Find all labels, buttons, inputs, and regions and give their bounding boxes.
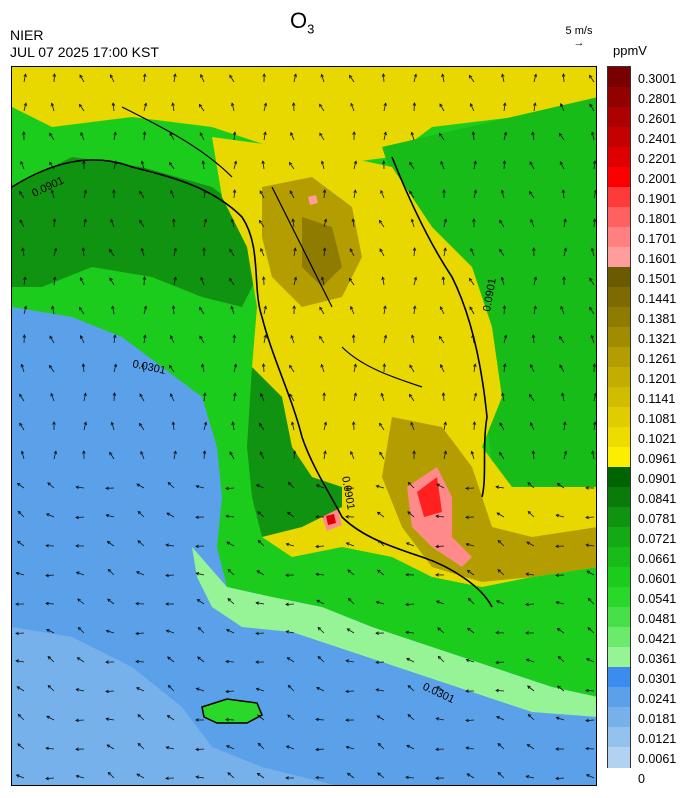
colorbar-segment — [608, 467, 630, 488]
colorbar-tick-label: 0.1081 — [638, 412, 676, 426]
colorbar-tick-label: 0.1701 — [638, 232, 676, 246]
colorbar-segment — [608, 287, 630, 308]
colorbar-tick-label: 0.1321 — [638, 332, 676, 346]
colorbar-segment — [608, 247, 630, 268]
colorbar-segment — [608, 427, 630, 448]
colorbar-segment — [608, 127, 630, 148]
colorbar-tick-label: 0.1801 — [638, 212, 676, 226]
colorbar-tick-label: 0.1381 — [638, 312, 676, 326]
colorbar-segment — [608, 527, 630, 548]
colorbar-segment — [608, 107, 630, 128]
unit-label: ppmV — [613, 43, 647, 58]
colorbar-segment — [608, 267, 630, 288]
colorbar-segment — [608, 547, 630, 568]
colorbar — [607, 66, 631, 768]
colorbar-segment — [608, 567, 630, 588]
colorbar-segment — [608, 647, 630, 668]
colorbar-tick-label: 0.1261 — [638, 352, 676, 366]
colorbar-tick-label: 0.1601 — [638, 252, 676, 266]
colorbar-tick-label: 0.2201 — [638, 152, 676, 166]
wind-reference: 5 m/s → — [558, 25, 600, 49]
colorbar-segment — [608, 747, 630, 768]
colorbar-tick-label: 0.0721 — [638, 532, 676, 546]
colorbar-tick-label: 0.1201 — [638, 372, 676, 386]
colorbar-tick-label: 0.0961 — [638, 452, 676, 466]
colorbar-segment — [608, 687, 630, 708]
colorbar-tick-label: 0.0841 — [638, 492, 676, 506]
colorbar-tick-label: 0.0241 — [638, 692, 676, 706]
colorbar-tick-label: 0.0121 — [638, 732, 676, 746]
colorbar-segment — [608, 387, 630, 408]
colorbar-tick-label: 0.0361 — [638, 652, 676, 666]
wind-reference-label: 5 m/s — [566, 25, 593, 37]
datetime-label: JUL 07 2025 17:00 KST — [10, 44, 159, 60]
colorbar-tick-label: 0.1501 — [638, 272, 676, 286]
colorbar-tick-label: 0.0601 — [638, 572, 676, 586]
colorbar-tick-label: 0.2601 — [638, 112, 676, 126]
colorbar-tick-label: 0.2401 — [638, 132, 676, 146]
colorbar-tick-label: 0.2001 — [638, 172, 676, 186]
colorbar-segment — [608, 147, 630, 168]
colorbar-segment — [608, 207, 630, 228]
colorbar-segment — [608, 367, 630, 388]
colorbar-tick-label: 0.0181 — [638, 712, 676, 726]
colorbar-segment — [608, 167, 630, 188]
colorbar-tick-label: 0.0421 — [638, 632, 676, 646]
colorbar-segment — [608, 187, 630, 208]
colorbar-segment — [608, 87, 630, 108]
colorbar-segment — [608, 227, 630, 248]
organization-label: NIER — [10, 27, 43, 43]
map-title: O3 — [290, 8, 314, 36]
colorbar-segment — [608, 707, 630, 728]
map-canvas: 0.0301 0.0901 0.0901 0.0901 0.0301 — [12, 67, 597, 786]
colorbar-tick-label: 0.0661 — [638, 552, 676, 566]
colorbar-tick-label: 0.0061 — [638, 752, 676, 766]
colorbar-tick-label: 0.1901 — [638, 192, 676, 206]
colorbar-segment — [608, 447, 630, 468]
colorbar-segment — [608, 607, 630, 628]
colorbar-tick-label: 0.3001 — [638, 72, 676, 86]
colorbar-tick-label: 0.1441 — [638, 292, 676, 306]
colorbar-tick-label: 0.0541 — [638, 592, 676, 606]
colorbar-segment — [608, 627, 630, 648]
colorbar-segment — [608, 727, 630, 748]
colorbar-segment — [608, 67, 630, 88]
colorbar-segment — [608, 327, 630, 348]
wind-reference-arrow-icon: → — [558, 37, 600, 49]
colorbar-segment — [608, 407, 630, 428]
colorbar-segment — [608, 507, 630, 528]
colorbar-tick-label: 0.1141 — [638, 392, 675, 406]
colorbar-tick-label: 0.0481 — [638, 612, 676, 626]
colorbar-segment — [608, 307, 630, 328]
colorbar-tick-label: 0.1021 — [638, 432, 676, 446]
colorbar-segment — [608, 347, 630, 368]
colorbar-segment — [608, 587, 630, 608]
colorbar-tick-label: 0.2801 — [638, 92, 676, 106]
colorbar-segment — [608, 487, 630, 508]
colorbar-tick-label: 0.0781 — [638, 512, 676, 526]
colorbar-tick-label: 0.0301 — [638, 672, 676, 686]
colorbar-tick-label: 0 — [638, 772, 645, 786]
colorbar-tick-label: 0.0901 — [638, 472, 676, 486]
colorbar-segment — [608, 667, 630, 688]
ozone-map: 0.0301 0.0901 0.0901 0.0901 0.0301 — [11, 66, 597, 786]
